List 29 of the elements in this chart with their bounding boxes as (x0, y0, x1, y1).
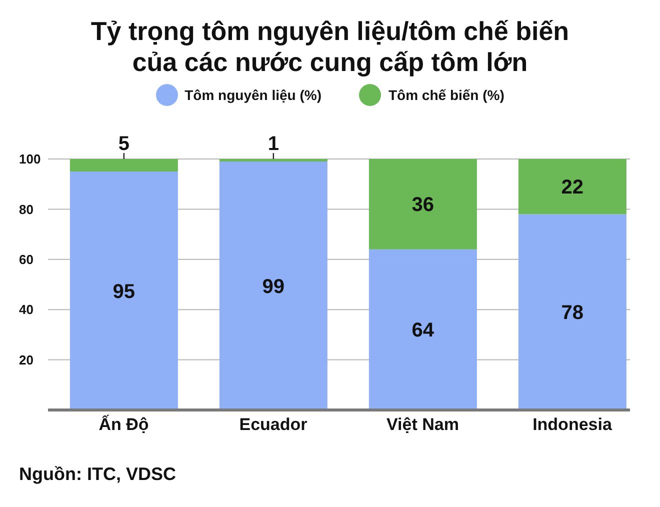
bar (368, 249, 477, 410)
bar (70, 172, 178, 410)
data-label: 95 (112, 280, 136, 303)
data-label: 99 (262, 276, 285, 298)
y-tick-label: 80 (19, 202, 34, 217)
legend-label: Tôm nguyên liệu (%) (184, 87, 322, 103)
text: Nguồn: ITC, VDSC (19, 464, 176, 485)
legend-label: Tôm chế biến (%) (388, 87, 504, 103)
bar (219, 159, 328, 162)
data-label: 22 (561, 176, 584, 199)
x-tick-label: Việt Nam (386, 415, 459, 434)
x-tick-label: Indonesia (532, 415, 612, 434)
bar (368, 159, 477, 250)
bar (518, 159, 626, 214)
x-tick-label: Ecuador (239, 415, 308, 434)
bar (518, 214, 626, 410)
y-tick-label: 20 (19, 352, 34, 368)
data-label: 5 (118, 133, 130, 155)
y-tick-label: 100 (19, 152, 41, 167)
bar (219, 162, 328, 410)
y-tick-label: 60 (19, 252, 34, 267)
data-label: 64 (412, 320, 435, 342)
chart-title: Tỷ trọng tôm nguyên liệu/tôm chế biến của các nước cung cấp tôm lớn (90, 16, 570, 78)
data-label: 1 (268, 133, 279, 155)
y-tick-label: 40 (19, 302, 34, 318)
x-tick-label: Ấn Độ (98, 414, 149, 434)
data-label: 78 (561, 302, 584, 324)
bar (70, 159, 178, 172)
data-label: 36 (412, 194, 434, 216)
